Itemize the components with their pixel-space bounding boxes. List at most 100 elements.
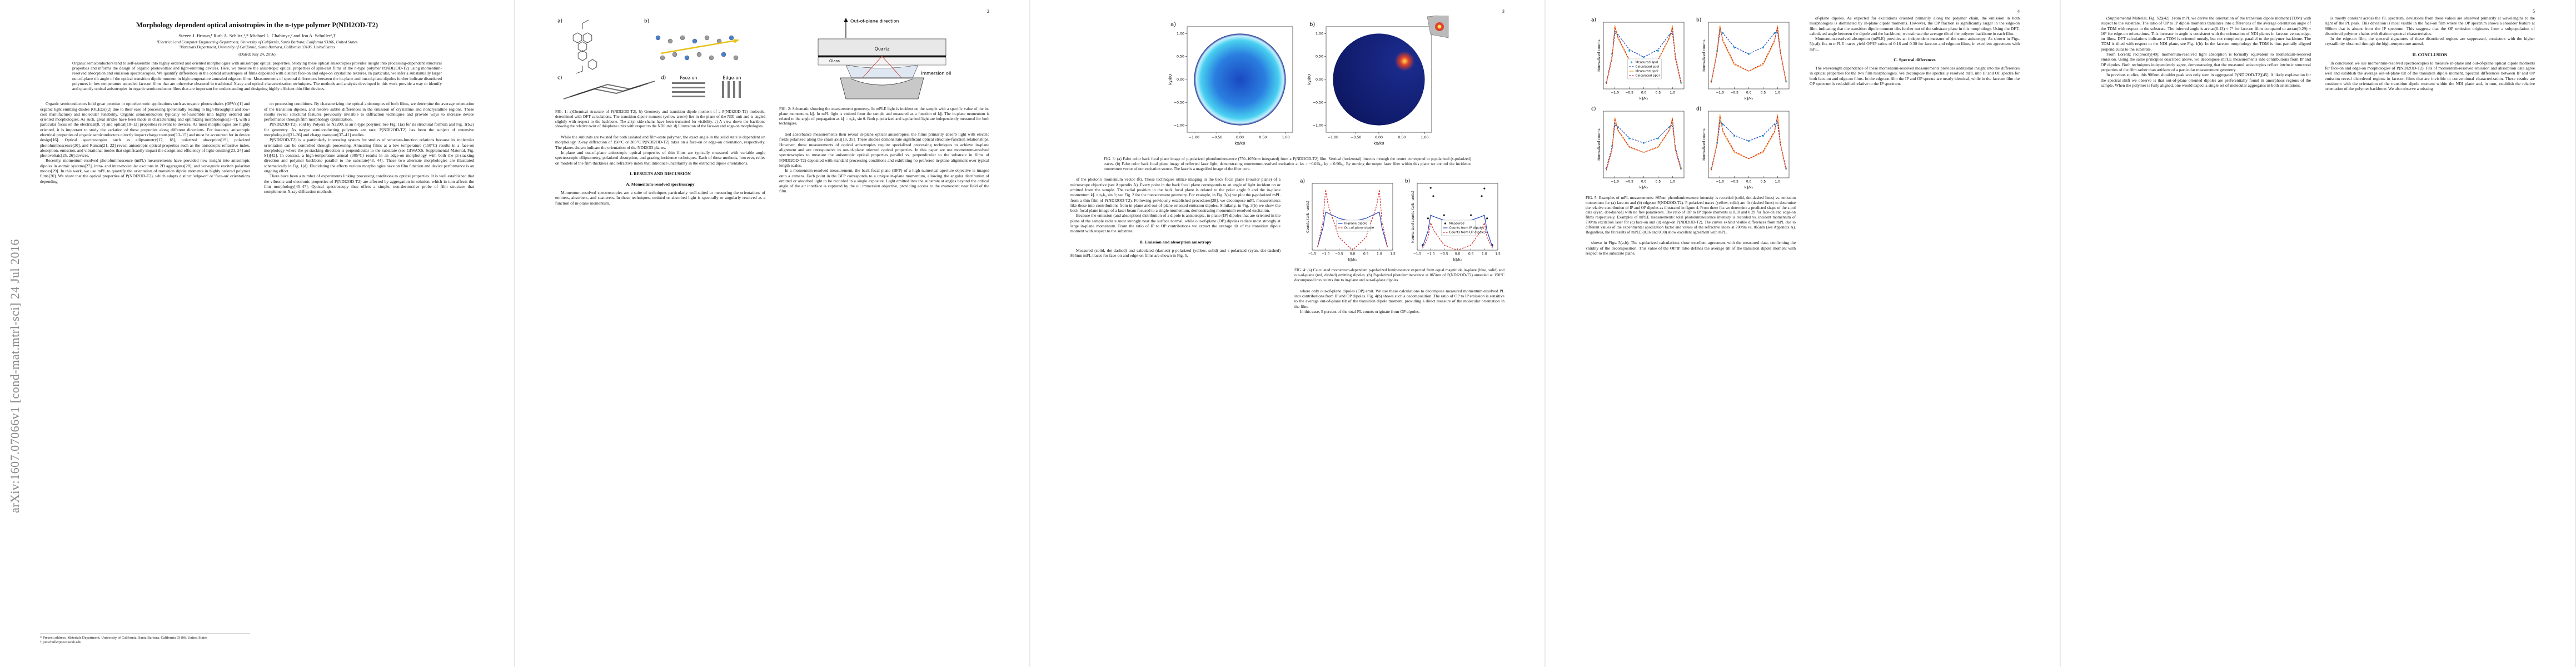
y-axis-label: Normalized counts <box>1702 39 1706 72</box>
figure-graphic: Out-of-plane direction Quartz Glass Immersi… <box>818 18 951 99</box>
paragraph: of the photon's momentum vector (k⃗). Th… <box>1070 177 1280 213</box>
dipole-head <box>733 39 739 43</box>
x-tick-label: −0.50 <box>1212 136 1222 140</box>
page: 3 a) −1.00 −0.50 0.00 0.50 1.00 −1.00 −0.50 0.00 0… <box>1030 0 1544 667</box>
ring <box>577 50 587 61</box>
legend-box <box>1627 58 1662 79</box>
x-tick-label: 1.00 <box>1421 136 1429 140</box>
column: of the photon's momentum vector (k⃗). Th… <box>1070 177 1280 314</box>
data-point <box>1481 195 1483 197</box>
legend-box <box>1336 220 1371 232</box>
heatmap-disk <box>1333 33 1425 126</box>
panel-label: a) <box>1170 22 1176 28</box>
x-tick-label: 0.0 <box>1746 91 1752 95</box>
y-tick-label: 0.00 <box>1177 78 1184 82</box>
x-tick-label: 1.0 <box>1377 252 1382 256</box>
ring <box>582 32 592 43</box>
abstract: Organic semiconductors tend to self-asse… <box>72 61 442 92</box>
x-tick-label: 1.0 <box>1670 91 1676 95</box>
panel-label: a) <box>1591 18 1596 23</box>
column: Out-of-plane direction Quartz Glass Immersi… <box>779 16 989 206</box>
x-tick-label: −0.5 <box>1730 180 1738 184</box>
page-number: 5 <box>2533 9 2535 14</box>
ring <box>577 41 587 52</box>
legend-swatch <box>1444 222 1447 225</box>
panel-label: c) <box>557 76 562 81</box>
y-tick-label: 0.50 <box>1316 55 1323 59</box>
x-tick-label: −0.5 <box>1625 180 1633 184</box>
columns: a) b) c) d) Face-on Edge-on FIG. 1: a)Chemical… <box>555 16 989 206</box>
data-point <box>1427 217 1429 220</box>
paragraph: tied absorbance measurements then reveal… <box>779 132 989 168</box>
x-axis-label: k∥/k₀ <box>1348 257 1357 262</box>
column: of-plane dipoles. As expected for excita… <box>1810 16 2020 256</box>
atom <box>729 35 734 41</box>
column: (Supplemental Material, Fig. S2)[42]. Fr… <box>2101 16 2311 92</box>
paragraph: In-plane and out-of-plane anisotropic op… <box>555 150 765 166</box>
data-line <box>1711 114 1787 171</box>
legend-label: Measured spol <box>1636 61 1658 64</box>
polymer-plane <box>739 81 741 98</box>
x-tick-label: −1.0 <box>1427 252 1435 256</box>
atom <box>660 55 665 61</box>
x-axis-label: k∥/k₀ <box>1745 96 1753 101</box>
y-tick-label: 0.50 <box>1177 55 1184 59</box>
ring <box>572 32 582 43</box>
panel-label: b) <box>1405 179 1410 185</box>
x-tick-label: 0.0 <box>1746 180 1752 184</box>
data-line <box>1606 117 1682 171</box>
arrow-head <box>844 18 848 22</box>
orientation-label: Edge-on <box>723 76 741 81</box>
x-tick-label: −0.5 <box>1730 91 1738 95</box>
figure-graphic: a) b) c) d) Face-on Edge-on <box>557 19 741 99</box>
layer-label: Immersion oil <box>921 71 951 76</box>
paragraph: In the edge-on film, the spectral signat… <box>2325 36 2535 47</box>
page-number: 2 <box>987 9 989 14</box>
axis-label: Out-of-plane direction <box>850 19 899 24</box>
plot-frame <box>1417 183 1498 251</box>
column: a) −1.0 −0.5 0.0 0.5 1.0 k∥/k₀ Normalized count… <box>1586 16 1796 256</box>
x-axis-label: kx/k0 <box>1234 141 1245 146</box>
arxiv-sidebar: arXiv:1607.07066v1 [cond-mat.mtrl-sci] 2… <box>8 239 22 514</box>
atom <box>696 52 702 57</box>
x-tick-label: 0.5 <box>1468 252 1474 256</box>
inset-spot <box>1437 24 1442 29</box>
y-axis-label: Normalized counts <box>1597 39 1601 72</box>
paragraph: In conclusion we use momentum-resolved s… <box>2325 60 2535 92</box>
polymer-plane <box>672 87 705 88</box>
data-point <box>1733 135 1736 137</box>
data-point <box>1657 137 1659 140</box>
figure: a) −1.5 −1.0 −0.5 0.0 0.5 1.0 1.5 k∥/k₀ Counts (a… <box>1294 177 1504 282</box>
x-tick-label: −1.0 <box>1716 180 1724 184</box>
paragraph: is mostly constant across the PL spectru… <box>2325 16 2535 36</box>
affiliation: ²Materials Department, University of Cal… <box>179 45 335 49</box>
paragraph: P(NDI2OD-T2), sold by Polyera as N2200, … <box>264 122 474 137</box>
section-heading: C. Spectral differences <box>1894 57 1936 63</box>
paragraph: Because the emission (and absorption) di… <box>1070 213 1280 234</box>
page-number: 4 <box>2017 9 2020 14</box>
figure: a) b) c) d) Face-on Edge-on FIG. 1: a)Chemical… <box>555 16 765 129</box>
data-point <box>1429 187 1432 189</box>
paragraph: In this case, 5 percent of the total PL … <box>1300 308 1420 314</box>
figure: a) −1.00 −0.50 0.00 0.50 1.00 −1.00 −0.50 0.00 0.… <box>1070 16 1504 171</box>
panel-label: c) <box>1591 107 1596 112</box>
x-tick-label: −0.5 <box>1335 252 1343 256</box>
side-chain <box>576 19 589 74</box>
x-tick-label: 1.0 <box>1482 252 1487 256</box>
x-tick-label: −0.5 <box>1440 252 1448 256</box>
lens <box>851 78 913 86</box>
polymer-plane <box>672 91 705 93</box>
legend-label: Out-of-plane dipole <box>1344 227 1374 230</box>
paragraph: P(NDI2OD-T2) is a particularly interesti… <box>264 137 474 174</box>
paper-title: Morphology dependent optical anisotropie… <box>136 21 378 29</box>
paragraph: Momentum-resolved spectroscopies are a s… <box>555 190 765 206</box>
y-tick-label: 1.00 <box>1316 32 1323 36</box>
data-point <box>1657 49 1659 52</box>
ray <box>862 56 902 78</box>
glass-layer <box>818 57 946 66</box>
x-tick-label: 0.00 <box>1375 136 1383 140</box>
x-tick-label: 0.5 <box>1363 252 1369 256</box>
page-number: 3 <box>1502 9 1504 14</box>
data-line <box>1422 222 1493 251</box>
x-tick-label: −1.0 <box>1322 252 1330 256</box>
